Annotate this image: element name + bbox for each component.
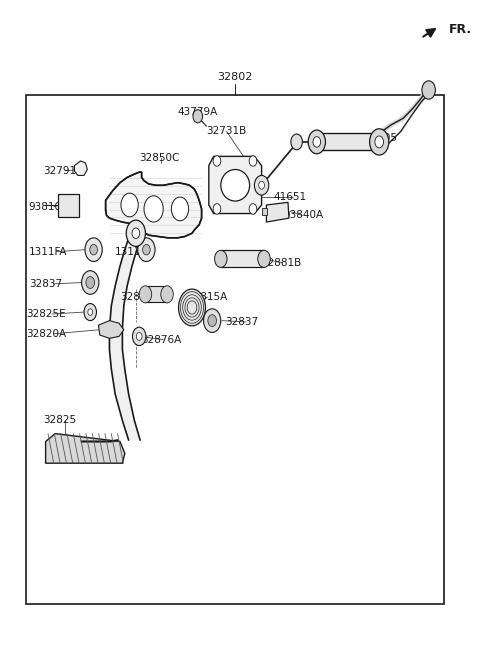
Text: 32815A: 32815A <box>187 292 228 302</box>
Text: 32791: 32791 <box>43 166 76 176</box>
Bar <box>26 95 444 604</box>
Text: 32876A: 32876A <box>142 334 182 345</box>
Circle shape <box>249 204 257 214</box>
Circle shape <box>422 81 435 99</box>
Polygon shape <box>266 202 289 222</box>
Circle shape <box>258 250 270 267</box>
Text: 41651: 41651 <box>274 192 307 202</box>
Circle shape <box>161 286 173 303</box>
Text: 32802: 32802 <box>217 72 253 82</box>
Circle shape <box>85 238 102 261</box>
Text: 32837: 32837 <box>226 317 259 327</box>
Text: 32825E: 32825E <box>26 309 66 319</box>
Text: 93810B: 93810B <box>29 202 69 212</box>
Polygon shape <box>74 161 87 175</box>
Circle shape <box>138 238 155 261</box>
Circle shape <box>213 204 221 214</box>
Circle shape <box>259 181 264 189</box>
Circle shape <box>126 220 145 246</box>
Circle shape <box>171 197 189 221</box>
Text: 43779A: 43779A <box>178 106 218 117</box>
Polygon shape <box>106 172 202 238</box>
Bar <box>262 208 267 215</box>
Circle shape <box>215 250 227 267</box>
Polygon shape <box>46 434 125 463</box>
Polygon shape <box>209 156 262 214</box>
Circle shape <box>375 136 384 148</box>
Circle shape <box>136 332 142 340</box>
Text: 32825: 32825 <box>43 415 76 426</box>
Circle shape <box>313 137 321 147</box>
Circle shape <box>84 304 96 321</box>
Circle shape <box>193 110 203 123</box>
Text: 32850C: 32850C <box>139 152 180 163</box>
Circle shape <box>144 196 163 222</box>
Bar <box>221 250 264 267</box>
Circle shape <box>90 244 97 255</box>
Text: 32881B: 32881B <box>262 258 302 268</box>
Circle shape <box>139 286 152 303</box>
Text: 32837: 32837 <box>29 279 62 289</box>
Circle shape <box>132 327 146 346</box>
Circle shape <box>121 193 138 217</box>
Circle shape <box>254 175 269 195</box>
Circle shape <box>370 129 389 155</box>
Circle shape <box>143 244 150 255</box>
Ellipse shape <box>221 170 250 201</box>
Text: 41605: 41605 <box>365 133 398 143</box>
Circle shape <box>308 130 325 154</box>
Circle shape <box>208 315 216 327</box>
Circle shape <box>82 271 99 294</box>
Circle shape <box>86 277 95 288</box>
Circle shape <box>132 228 140 238</box>
Text: 1311FA: 1311FA <box>29 246 67 257</box>
Polygon shape <box>109 235 142 440</box>
Circle shape <box>179 289 205 326</box>
Circle shape <box>213 156 221 166</box>
Text: 93840A: 93840A <box>283 210 324 221</box>
Text: FR.: FR. <box>449 23 472 36</box>
Circle shape <box>88 309 93 315</box>
Text: 32820A: 32820A <box>26 328 67 339</box>
Polygon shape <box>58 194 79 217</box>
Polygon shape <box>145 286 167 302</box>
Circle shape <box>249 156 257 166</box>
Text: 32731B: 32731B <box>206 126 247 137</box>
Bar <box>317 133 379 150</box>
Circle shape <box>204 309 221 332</box>
Text: 1311FA: 1311FA <box>115 246 154 257</box>
Polygon shape <box>98 321 124 338</box>
Circle shape <box>291 134 302 150</box>
Text: 32837: 32837 <box>120 292 153 302</box>
